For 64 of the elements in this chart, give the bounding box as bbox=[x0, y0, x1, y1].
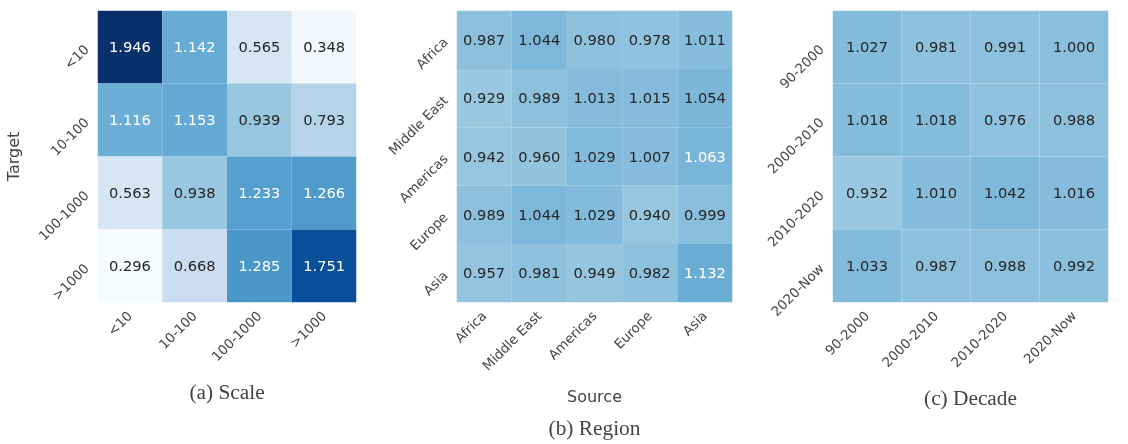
x-axis-title: Source bbox=[567, 386, 622, 406]
data-label: 1.015 bbox=[628, 89, 671, 107]
data-label: 1.116 bbox=[108, 111, 151, 128]
x-tick-label: <10 bbox=[104, 308, 136, 339]
data-label: 1.266 bbox=[303, 184, 346, 201]
text: (b) Region bbox=[548, 415, 641, 440]
data-label: 0.348 bbox=[303, 38, 346, 55]
data-label: 1.044 bbox=[518, 205, 561, 223]
data-label: 0.957 bbox=[463, 264, 506, 282]
data-label: 1.153 bbox=[173, 111, 216, 128]
data-label: 0.987 bbox=[915, 257, 957, 274]
data-label: 0.296 bbox=[108, 257, 151, 274]
data-label: 0.929 bbox=[463, 89, 506, 107]
data-label: 0.989 bbox=[518, 89, 561, 107]
data-label: 1.063 bbox=[683, 147, 726, 165]
data-label: 1.285 bbox=[238, 257, 281, 274]
data-label: 0.939 bbox=[238, 111, 281, 128]
data-label: 0.976 bbox=[984, 111, 1026, 128]
data-label: 1.029 bbox=[573, 147, 616, 165]
data-label: 0.982 bbox=[628, 264, 671, 282]
data-label: 1.142 bbox=[173, 38, 216, 55]
data-label: 0.989 bbox=[463, 205, 506, 223]
data-label: 1.007 bbox=[628, 147, 671, 165]
data-label: 0.563 bbox=[108, 184, 151, 201]
data-label: 1.044 bbox=[518, 30, 561, 48]
data-label: 1.027 bbox=[846, 38, 888, 55]
data-label: 1.042 bbox=[984, 184, 1026, 201]
data-label: 1.029 bbox=[573, 205, 616, 223]
data-label: 1.033 bbox=[846, 257, 888, 274]
data-label: 1.018 bbox=[846, 111, 888, 128]
data-label: 0.932 bbox=[846, 184, 888, 201]
data-label: 0.988 bbox=[984, 257, 1026, 274]
data-label: 0.991 bbox=[984, 38, 1026, 55]
data-label: 0.940 bbox=[628, 205, 671, 223]
data-label: 1.946 bbox=[108, 38, 151, 55]
data-label: 1.013 bbox=[573, 89, 616, 107]
data-label: 0.981 bbox=[518, 264, 561, 282]
data-label: 0.980 bbox=[573, 30, 616, 48]
data-label: 0.668 bbox=[173, 257, 216, 274]
data-label: 0.978 bbox=[628, 30, 671, 48]
data-label: 1.016 bbox=[1053, 184, 1095, 201]
data-label: 1.132 bbox=[683, 264, 726, 282]
data-label: 0.999 bbox=[683, 205, 726, 223]
data-label: 0.938 bbox=[173, 184, 216, 201]
data-label: 1.018 bbox=[915, 111, 957, 128]
y-axis-title: Target bbox=[3, 131, 23, 183]
data-label: 0.988 bbox=[1053, 111, 1095, 128]
y-tick-label: <10 bbox=[61, 41, 92, 73]
text: (a) Scale bbox=[189, 379, 265, 404]
data-label: 1.233 bbox=[238, 184, 281, 201]
text: (c) Decade bbox=[924, 385, 1017, 410]
data-label: 0.793 bbox=[303, 111, 346, 128]
data-label: 1.010 bbox=[915, 184, 957, 201]
data-label: 0.565 bbox=[238, 38, 281, 55]
data-label: 0.992 bbox=[1053, 257, 1095, 274]
data-label: 0.942 bbox=[463, 147, 506, 165]
data-label: 0.981 bbox=[915, 38, 957, 55]
data-label: 1.054 bbox=[683, 89, 726, 107]
data-label: 1.011 bbox=[683, 30, 726, 48]
data-label: 0.987 bbox=[463, 30, 506, 48]
data-label: 1.751 bbox=[303, 257, 346, 274]
data-label: 1.000 bbox=[1053, 38, 1095, 55]
data-label: 0.949 bbox=[573, 264, 616, 282]
data-label: 0.960 bbox=[518, 147, 561, 165]
